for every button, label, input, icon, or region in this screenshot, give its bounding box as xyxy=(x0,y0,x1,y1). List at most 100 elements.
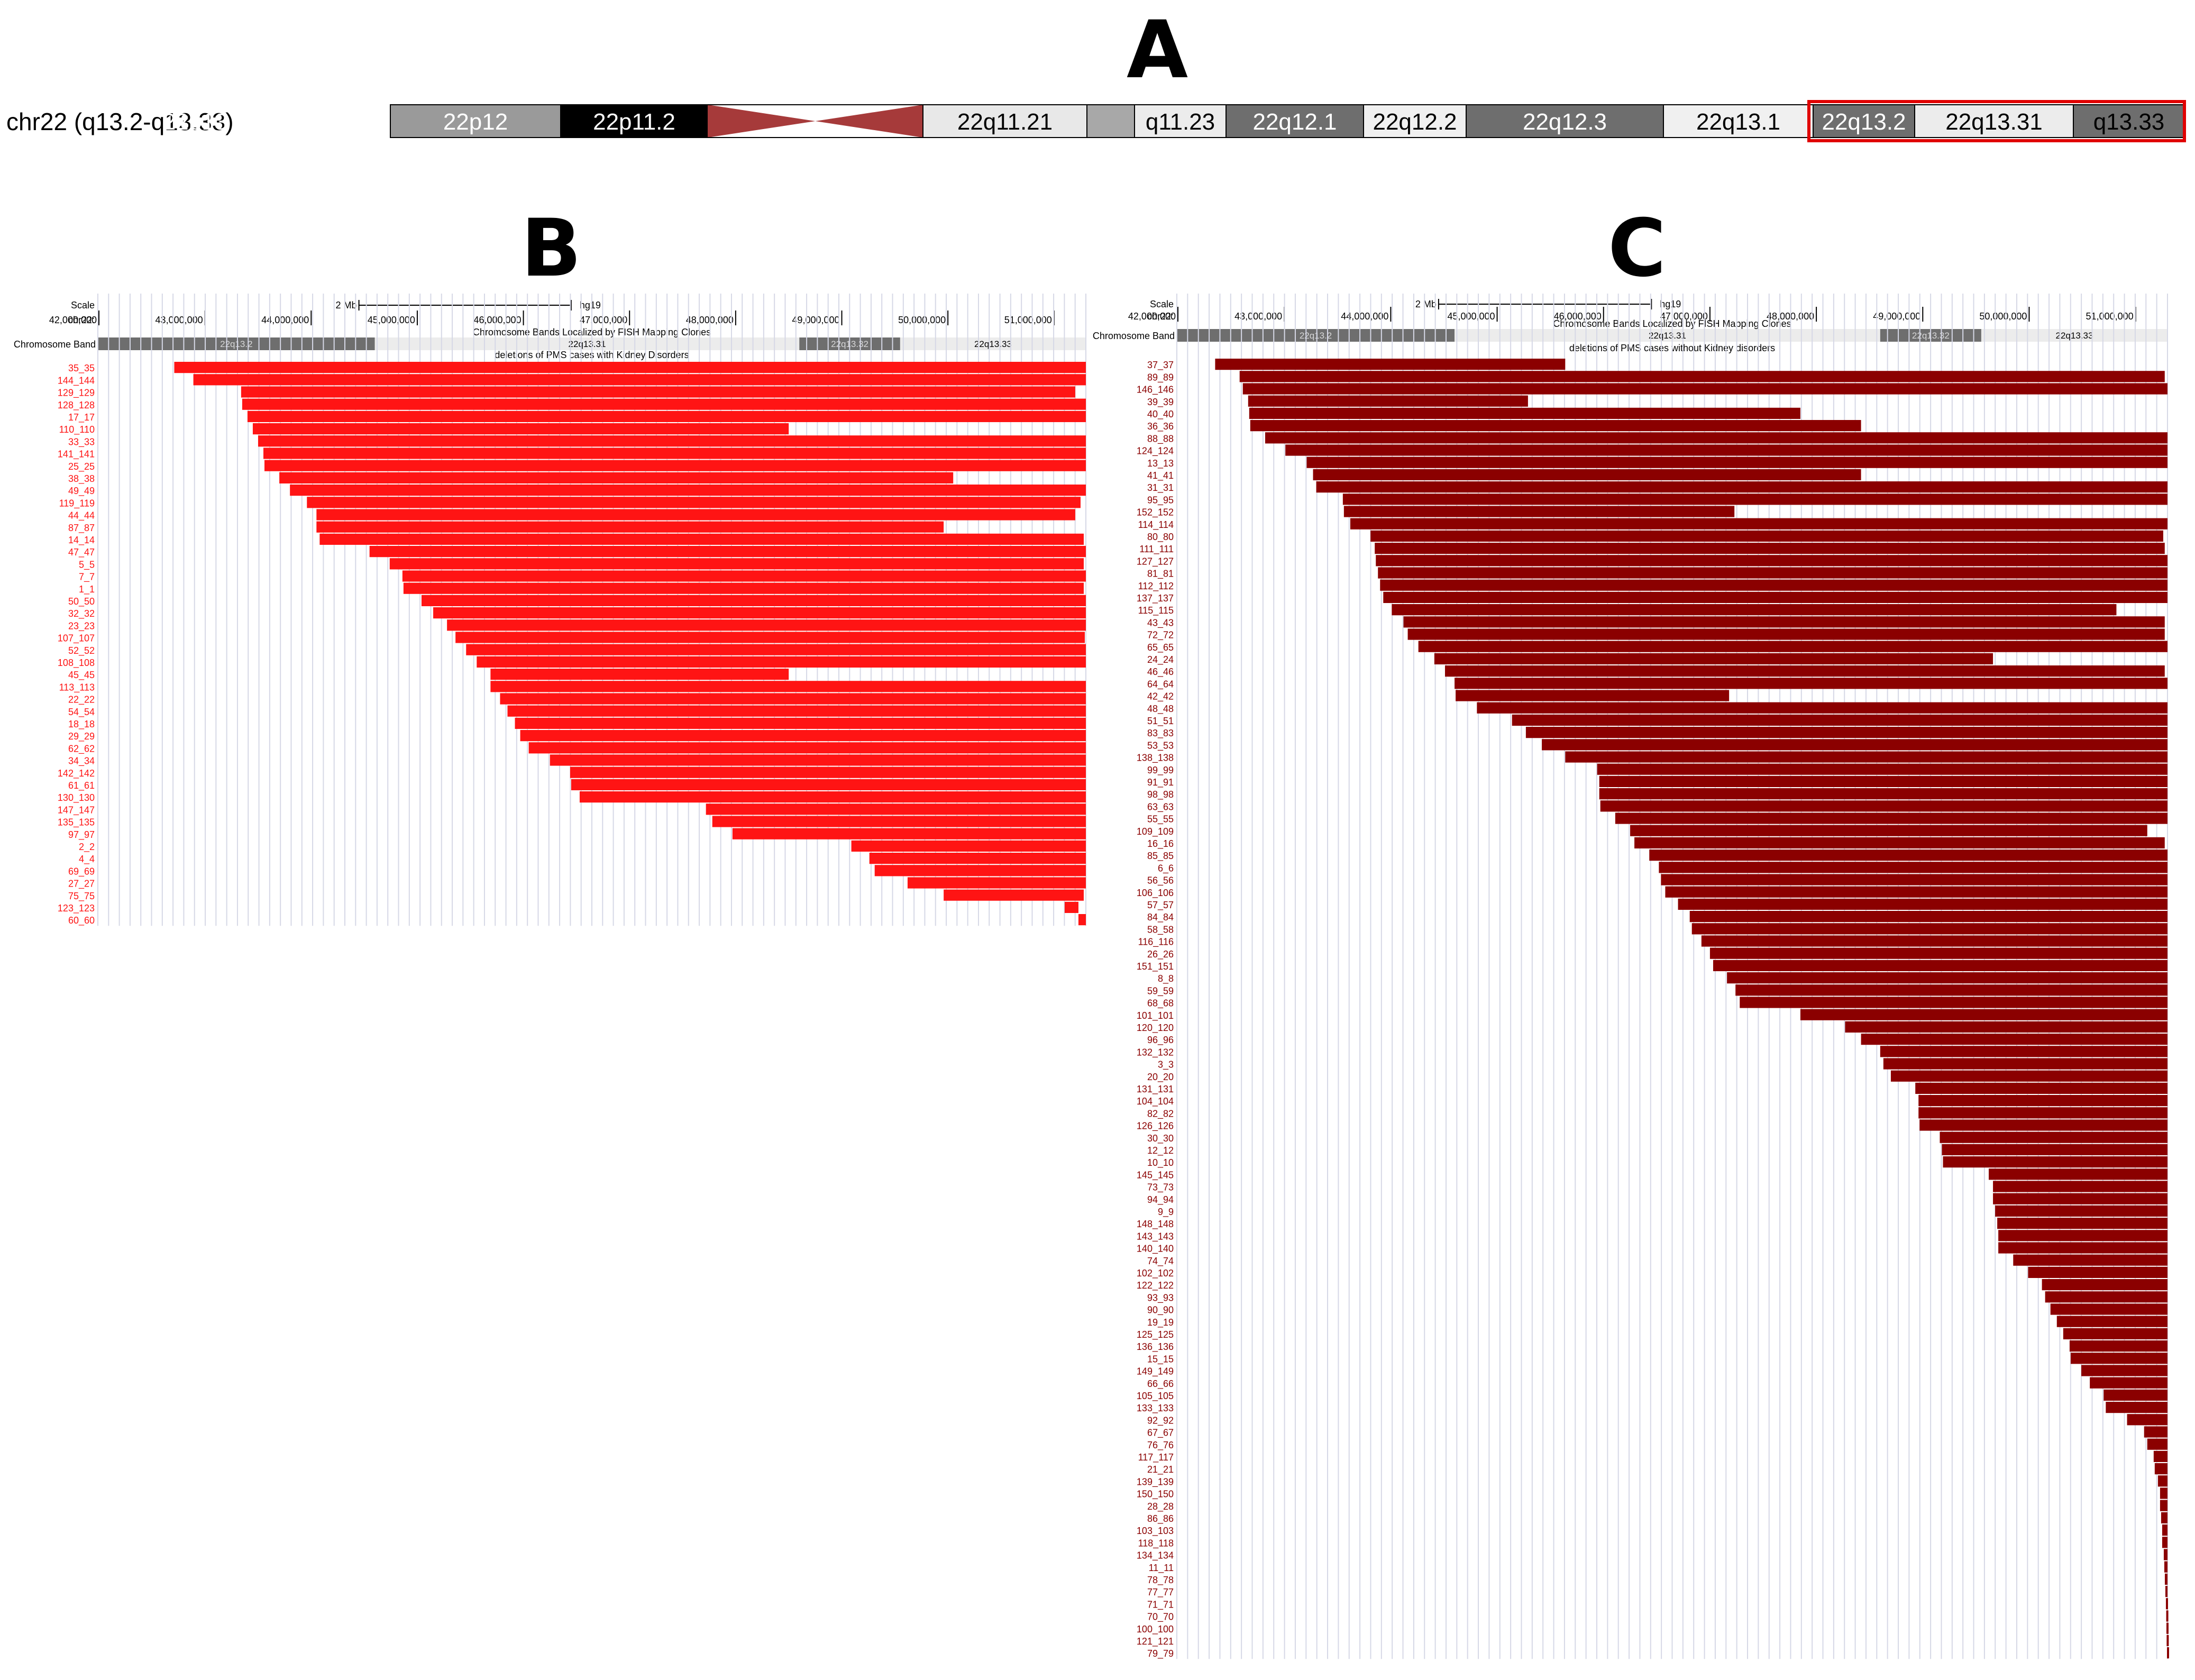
deletion-bar xyxy=(1455,678,2167,689)
deletion-bar xyxy=(316,509,1075,521)
chromosome-band xyxy=(1177,329,1455,342)
deletion-bar xyxy=(466,644,1086,655)
deletion-bar xyxy=(712,816,1086,827)
case-label: 74_74 xyxy=(1147,1256,1174,1267)
chrom-label: chr22: xyxy=(68,315,95,325)
chromosome-band-label: 22q13.33 xyxy=(2056,331,2093,341)
case-label: 60_60 xyxy=(68,915,95,926)
deletion-bar xyxy=(1689,911,2167,923)
deletion-bar xyxy=(264,460,1086,471)
case-label: 138_138 xyxy=(1137,753,1174,764)
deletion-bar xyxy=(1350,518,2167,529)
deletion-bar xyxy=(2160,1500,2167,1511)
chromosome-band xyxy=(799,337,900,350)
deletion-bar xyxy=(2050,1303,2167,1315)
deletion-bar xyxy=(2160,1487,2167,1499)
deletion-bar xyxy=(1918,1095,2167,1107)
case-label: 30_30 xyxy=(1147,1133,1174,1144)
case-label: 63_63 xyxy=(1147,801,1174,812)
deletion-bar xyxy=(263,448,1086,459)
deletion-bar xyxy=(2070,1353,2167,1364)
deletion-bar xyxy=(1735,984,2167,996)
case-label: 13_13 xyxy=(1147,458,1174,469)
case-label: 5_5 xyxy=(79,559,95,570)
ideogram-highlight-box xyxy=(1807,100,2186,142)
deletion-bar xyxy=(316,521,944,533)
case-label: 1_1 xyxy=(79,584,95,595)
deletion-bar xyxy=(515,717,1086,729)
ideogram-band xyxy=(1363,104,1467,138)
case-label: 40_40 xyxy=(1147,409,1174,420)
case-label: 120_120 xyxy=(1137,1022,1174,1034)
case-label: 49_49 xyxy=(68,486,95,497)
deletion-bar xyxy=(2063,1328,2167,1339)
deletion-bar xyxy=(1942,1144,2167,1155)
axis-tick-label: 50,000,000 xyxy=(898,315,946,325)
deletion-bar xyxy=(2166,1610,2169,1622)
deletion-bar xyxy=(307,497,1081,508)
case-label: 33_33 xyxy=(68,436,95,448)
deletion-bar xyxy=(1998,1230,2167,1241)
case-label: 125_125 xyxy=(1137,1329,1174,1340)
case-label: 117_117 xyxy=(1138,1452,1174,1463)
case-label: 16_16 xyxy=(1147,838,1174,850)
ideogram-band xyxy=(1086,104,1135,138)
deletion-bar xyxy=(1285,444,2167,456)
deletion-bar xyxy=(2166,1635,2169,1646)
deletion-bar xyxy=(1661,874,2167,885)
case-label: 50_50 xyxy=(68,596,95,607)
deletion-bar xyxy=(2154,1463,2167,1475)
deletion-bar xyxy=(1630,825,2147,836)
chromosome-band xyxy=(98,337,375,350)
deletion-bar xyxy=(1659,862,2167,873)
deletion-bar xyxy=(1313,469,1861,480)
deletion-bar xyxy=(1915,1082,2167,1094)
case-label: 52_52 xyxy=(68,645,95,656)
deletion-bar xyxy=(1477,702,2167,714)
deletion-bar xyxy=(490,681,1086,692)
axis-tick-label: 44,000,000 xyxy=(1341,311,1388,322)
case-label: 106_106 xyxy=(1137,888,1174,899)
case-label: 4_4 xyxy=(79,854,95,865)
axis-tick-label: 48,000,000 xyxy=(1767,311,1814,322)
case-label: 126_126 xyxy=(1137,1121,1174,1132)
deletion-bar xyxy=(1343,506,1735,517)
deletion-bar xyxy=(2045,1291,2167,1303)
case-label: 85_85 xyxy=(1147,851,1174,862)
deletion-bar xyxy=(241,386,1075,398)
deletion-bar xyxy=(2144,1426,2167,1438)
ideogram-band-label: 22q12.2 xyxy=(1373,109,1457,135)
case-label: 97_97 xyxy=(68,829,95,841)
band-track-label: Chromosome Band xyxy=(14,339,96,350)
deletion-bar xyxy=(851,840,1086,852)
case-label: 26_26 xyxy=(1147,949,1174,960)
deletion-bar xyxy=(2069,1340,2167,1352)
deletion-bar xyxy=(2165,1586,2167,1597)
case-label: 34_34 xyxy=(68,756,95,767)
case-label: 58_58 xyxy=(1147,924,1174,935)
deletion-bar xyxy=(507,705,1086,717)
axis-tick-label: 44,000,000 xyxy=(261,315,309,325)
deletion-bar xyxy=(2166,1622,2169,1634)
ideogram-band-label: 22p12 xyxy=(443,109,508,135)
case-label: 51_51 xyxy=(1147,716,1174,727)
case-label: 111_111 xyxy=(1139,544,1174,555)
deletion-bar xyxy=(1403,616,2165,628)
case-label: 135_135 xyxy=(58,817,95,828)
chromosome-band xyxy=(1981,329,2167,342)
case-label: 90_90 xyxy=(1147,1305,1174,1316)
case-label: 81_81 xyxy=(1147,569,1174,580)
deletion-bar xyxy=(447,619,1086,631)
case-label: 105_105 xyxy=(1137,1391,1174,1402)
chromosome-band xyxy=(900,337,1086,350)
case-label: 62_62 xyxy=(68,743,95,754)
deletion-bar xyxy=(1064,901,1078,913)
scale-bar-label: 2 Mb xyxy=(336,300,357,311)
case-label: 123_123 xyxy=(58,903,95,914)
chart-title: deletions of PMS cases without Kidney di… xyxy=(1569,343,1775,353)
case-label: 42_42 xyxy=(1147,691,1174,702)
case-label: 137_137 xyxy=(1137,593,1174,604)
deletion-bar xyxy=(1434,653,1993,664)
deletion-bar xyxy=(1392,604,2117,616)
